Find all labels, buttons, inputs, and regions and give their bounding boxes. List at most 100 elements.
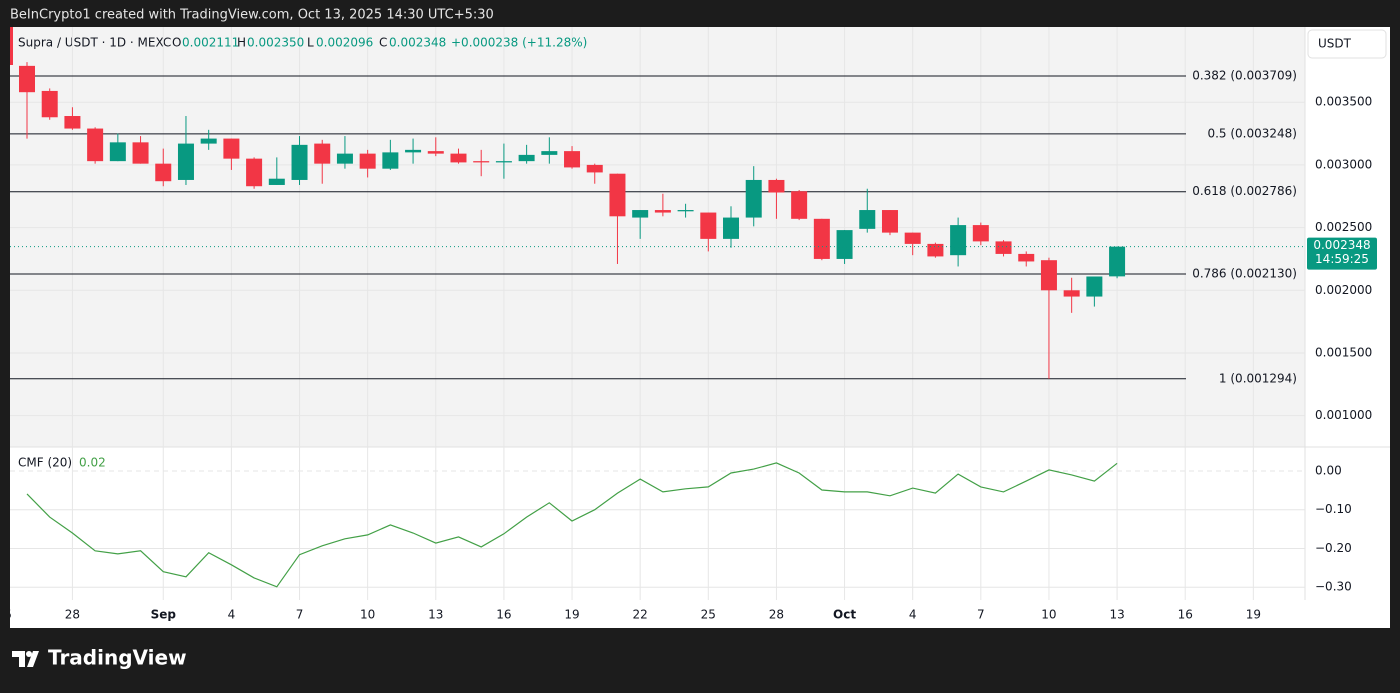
last-price-label: 0.002348 — [1313, 238, 1370, 252]
symbol-label: Supra / USDT · 1D · MEXC — [18, 36, 171, 50]
candle-body — [200, 138, 217, 144]
ohlc-value: 0.002096 — [316, 36, 373, 50]
x-tick-label: 13 — [1109, 608, 1124, 622]
candle-body — [723, 217, 740, 239]
candle-body — [1063, 290, 1080, 297]
x-tick-label: 16 — [1178, 608, 1193, 622]
candle-body — [586, 164, 603, 173]
y-tick-label: 0.001500 — [1315, 345, 1372, 359]
countdown-label: 14:59:25 — [1315, 252, 1369, 266]
candle-body — [700, 212, 717, 239]
candle-body — [19, 65, 35, 93]
y-tick-label: 0.002000 — [1315, 283, 1372, 297]
candle-body — [382, 152, 399, 169]
logo — [12, 651, 39, 667]
candle-body — [541, 151, 558, 155]
x-tick-label: 10 — [360, 608, 375, 622]
candle-body — [768, 179, 785, 193]
ohlc-letter: L — [307, 36, 314, 50]
candle-body — [87, 128, 104, 162]
candle-body — [336, 153, 353, 164]
indicator-title: CMF (20) — [18, 456, 72, 470]
candle-body — [64, 116, 81, 129]
x-tick-label: 19 — [564, 608, 579, 622]
price-pane — [10, 27, 1305, 447]
candle-body — [155, 163, 172, 182]
x-tick-label: 13 — [428, 608, 443, 622]
fib-level-label: 0.5 (0.003248) — [1207, 126, 1297, 140]
x-tick-label: 25 — [701, 608, 716, 622]
candle-body — [427, 151, 444, 154]
candle-body — [41, 90, 58, 118]
candle-body — [881, 210, 898, 233]
currency-label[interactable]: USDT — [1318, 37, 1352, 51]
candle-body — [268, 178, 285, 185]
ohlc-letter: C — [379, 36, 387, 50]
x-tick-label: 16 — [496, 608, 511, 622]
ohlc-value: 0.002350 — [247, 36, 304, 50]
change-label: +0.000238 (+11.28%) — [451, 36, 587, 50]
candle-body — [654, 210, 671, 213]
x-tick-label: Sep — [151, 608, 177, 622]
x-tick-label: 28 — [65, 608, 80, 622]
candle-body — [1109, 246, 1126, 277]
candle-body — [518, 154, 535, 162]
candle-body — [791, 191, 808, 219]
x-tick-label: 4 — [909, 608, 917, 622]
logo-icon — [12, 651, 39, 667]
last-price-tag — [1307, 237, 1377, 270]
candle-body — [972, 225, 989, 242]
fib-level-label: 0.618 (0.002786) — [1192, 184, 1297, 198]
x-tick-label: Oct — [833, 608, 856, 622]
candle-body — [473, 161, 490, 163]
cmf-line — [26, 462, 1118, 588]
candle-body — [495, 161, 512, 163]
y-tick-label: 0.002500 — [1315, 220, 1372, 234]
candle-body — [609, 173, 626, 217]
indicator-value: 0.02 — [79, 456, 106, 470]
candle-body — [859, 210, 876, 229]
candle-body — [1018, 253, 1035, 262]
ohlc-value: 0.002111 — [182, 36, 239, 50]
candle-body — [904, 232, 921, 244]
candle-body — [836, 230, 853, 259]
fib-level-label: 0.382 (0.003709) — [1192, 69, 1297, 83]
ohlc-letter: O — [172, 36, 181, 50]
x-tick-label: 4 — [228, 608, 236, 622]
y-tick-label: −0.20 — [1315, 541, 1352, 555]
y-tick-label: 0.003500 — [1315, 95, 1372, 109]
y-tick-label: −0.30 — [1315, 580, 1352, 594]
candle-body — [177, 143, 194, 180]
x-axis: 25 28 Sep 4 7 10 13 16 19 22 25 28 Oct 4 7 10 13 16 19 — [0, 608, 1261, 622]
ohlc-value: 0.002348 — [389, 36, 446, 50]
x-tick-label: 7 — [977, 608, 985, 622]
y-tick-label: 0.00 — [1315, 464, 1342, 478]
candle-body — [246, 158, 263, 187]
candle-body — [950, 225, 967, 256]
x-tick-label: 22 — [633, 608, 648, 622]
ohlc-letter: H — [237, 36, 246, 50]
x-tick-label: 19 — [1246, 608, 1261, 622]
x-tick-label: 25 — [0, 608, 12, 622]
candle-body — [1040, 260, 1057, 291]
candle-body — [927, 243, 944, 257]
fib-level-label: 0.786 (0.002130) — [1192, 266, 1297, 280]
candle-body — [359, 153, 376, 169]
candle-body — [813, 218, 830, 259]
candle-body — [291, 144, 308, 180]
candle-body — [1086, 276, 1103, 297]
symbol-marker — [10, 27, 13, 65]
x-tick-label: 10 — [1041, 608, 1056, 622]
ohlc-legend: O 0.002111 H 0.002350 L 0.002096 C 0.002… — [172, 36, 587, 50]
candle-body — [677, 210, 694, 212]
candle-body — [132, 142, 149, 164]
y-tick-label: 0.001000 — [1315, 408, 1372, 422]
watermark-header: BeInCrypto1 created with TradingView.com… — [10, 8, 494, 23]
logo-dot — [26, 651, 32, 657]
y-tick-label: 0.003000 — [1315, 157, 1372, 171]
candle-body — [405, 149, 422, 153]
currency-box[interactable] — [1307, 29, 1387, 59]
fib-level-label: 1 (0.001294) — [1219, 371, 1297, 385]
